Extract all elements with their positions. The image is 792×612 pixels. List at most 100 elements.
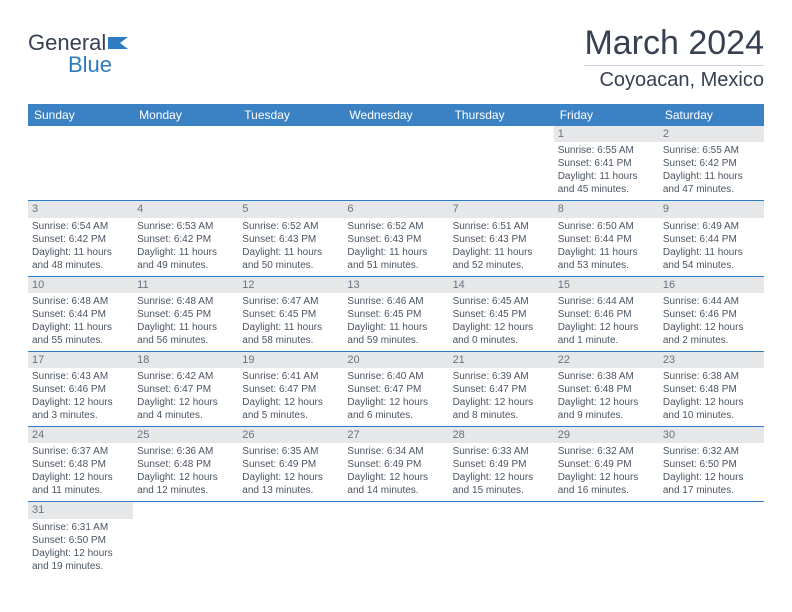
cell-info-line: and 50 minutes.: [242, 259, 339, 272]
calendar-cell: 17Sunrise: 6:43 AMSunset: 6:46 PMDayligh…: [28, 351, 133, 426]
day-number: 10: [28, 277, 133, 293]
cell-info-line: Sunset: 6:49 PM: [558, 458, 655, 471]
calendar-cell: 5Sunrise: 6:52 AMSunset: 6:43 PMDaylight…: [238, 201, 343, 276]
cell-info-line: Daylight: 11 hours: [137, 246, 234, 259]
cell-info-line: and 58 minutes.: [242, 334, 339, 347]
cell-info-line: Daylight: 11 hours: [663, 246, 760, 259]
cell-info-line: Daylight: 11 hours: [347, 246, 444, 259]
cell-info-line: Sunset: 6:41 PM: [558, 157, 655, 170]
cell-info-line: and 19 minutes.: [32, 560, 129, 573]
cell-info-line: Daylight: 12 hours: [663, 321, 760, 334]
calendar-cell: 18Sunrise: 6:42 AMSunset: 6:47 PMDayligh…: [133, 351, 238, 426]
cell-info-line: and 17 minutes.: [663, 484, 760, 497]
calendar-cell: 28Sunrise: 6:33 AMSunset: 6:49 PMDayligh…: [449, 427, 554, 502]
day-number: 19: [238, 352, 343, 368]
day-number: 28: [449, 427, 554, 443]
cell-info-line: and 54 minutes.: [663, 259, 760, 272]
calendar-cell: 3Sunrise: 6:54 AMSunset: 6:42 PMDaylight…: [28, 201, 133, 276]
calendar-cell: [238, 126, 343, 201]
location-subtitle: Coyoacan, Mexico: [584, 69, 764, 92]
cell-info-line: Sunrise: 6:38 AM: [558, 370, 655, 383]
cell-info-line: Daylight: 11 hours: [32, 321, 129, 334]
cell-info-line: Sunset: 6:42 PM: [137, 233, 234, 246]
cell-info-line: and 16 minutes.: [558, 484, 655, 497]
day-number: 2: [659, 126, 764, 142]
day-number: 12: [238, 277, 343, 293]
cell-info-line: Sunrise: 6:50 AM: [558, 220, 655, 233]
cell-info-line: Sunset: 6:45 PM: [347, 308, 444, 321]
cell-info-line: Daylight: 11 hours: [663, 170, 760, 183]
cell-info-line: Sunset: 6:42 PM: [32, 233, 129, 246]
cell-info-line: Sunset: 6:48 PM: [32, 458, 129, 471]
day-number: 11: [133, 277, 238, 293]
day-number: 30: [659, 427, 764, 443]
cell-info-line: Sunrise: 6:44 AM: [558, 295, 655, 308]
calendar-cell: 25Sunrise: 6:36 AMSunset: 6:48 PMDayligh…: [133, 427, 238, 502]
day-number: 31: [28, 502, 133, 518]
calendar-cell: 21Sunrise: 6:39 AMSunset: 6:47 PMDayligh…: [449, 351, 554, 426]
calendar-cell: 7Sunrise: 6:51 AMSunset: 6:43 PMDaylight…: [449, 201, 554, 276]
day-number: 13: [343, 277, 448, 293]
cell-info-line: and 13 minutes.: [242, 484, 339, 497]
cell-info-line: Sunset: 6:47 PM: [347, 383, 444, 396]
cell-info-line: and 51 minutes.: [347, 259, 444, 272]
cell-info-line: Sunrise: 6:36 AM: [137, 445, 234, 458]
day-number: 16: [659, 277, 764, 293]
day-number: 9: [659, 201, 764, 217]
cell-info-line: Daylight: 12 hours: [558, 396, 655, 409]
calendar-cell: [238, 502, 343, 577]
cell-info-line: Sunrise: 6:55 AM: [558, 144, 655, 157]
cell-info-line: and 45 minutes.: [558, 183, 655, 196]
day-number: 4: [133, 201, 238, 217]
cell-info-line: Sunset: 6:50 PM: [663, 458, 760, 471]
cell-info-line: and 11 minutes.: [32, 484, 129, 497]
cell-info-line: and 10 minutes.: [663, 409, 760, 422]
calendar-cell: 20Sunrise: 6:40 AMSunset: 6:47 PMDayligh…: [343, 351, 448, 426]
cell-info-line: Sunset: 6:49 PM: [453, 458, 550, 471]
cell-info-line: Daylight: 12 hours: [32, 396, 129, 409]
calendar-cell: 31Sunrise: 6:31 AMSunset: 6:50 PMDayligh…: [28, 502, 133, 577]
calendar-week: 3Sunrise: 6:54 AMSunset: 6:42 PMDaylight…: [28, 201, 764, 276]
cell-info-line: Sunset: 6:48 PM: [663, 383, 760, 396]
cell-info-line: and 4 minutes.: [137, 409, 234, 422]
calendar-cell: [133, 502, 238, 577]
cell-info-line: Daylight: 12 hours: [453, 396, 550, 409]
calendar-cell: 4Sunrise: 6:53 AMSunset: 6:42 PMDaylight…: [133, 201, 238, 276]
cell-info-line: Daylight: 12 hours: [32, 547, 129, 560]
cell-info-line: Sunset: 6:45 PM: [137, 308, 234, 321]
calendar-week: 17Sunrise: 6:43 AMSunset: 6:46 PMDayligh…: [28, 351, 764, 426]
calendar-cell: [659, 502, 764, 577]
calendar-cell: 10Sunrise: 6:48 AMSunset: 6:44 PMDayligh…: [28, 276, 133, 351]
cell-info-line: Sunrise: 6:38 AM: [663, 370, 760, 383]
cell-info-line: Sunset: 6:46 PM: [558, 308, 655, 321]
calendar-cell: 22Sunrise: 6:38 AMSunset: 6:48 PMDayligh…: [554, 351, 659, 426]
calendar-cell: 23Sunrise: 6:38 AMSunset: 6:48 PMDayligh…: [659, 351, 764, 426]
cell-info-line: Daylight: 11 hours: [558, 170, 655, 183]
day-number: 23: [659, 352, 764, 368]
title-block: March 2024 Coyoacan, Mexico: [584, 24, 764, 92]
cell-info-line: Sunset: 6:47 PM: [453, 383, 550, 396]
cell-info-line: Sunset: 6:46 PM: [663, 308, 760, 321]
cell-info-line: Sunrise: 6:44 AM: [663, 295, 760, 308]
cell-info-line: Sunset: 6:47 PM: [242, 383, 339, 396]
calendar-cell: 27Sunrise: 6:34 AMSunset: 6:49 PMDayligh…: [343, 427, 448, 502]
cell-info-line: Sunrise: 6:54 AM: [32, 220, 129, 233]
cell-info-line: Sunrise: 6:35 AM: [242, 445, 339, 458]
cell-info-line: Daylight: 12 hours: [453, 471, 550, 484]
day-number: 1: [554, 126, 659, 142]
cell-info-line: Daylight: 12 hours: [558, 471, 655, 484]
cell-info-line: Sunset: 6:43 PM: [242, 233, 339, 246]
cell-info-line: and 15 minutes.: [453, 484, 550, 497]
calendar-cell: 8Sunrise: 6:50 AMSunset: 6:44 PMDaylight…: [554, 201, 659, 276]
calendar-cell: 26Sunrise: 6:35 AMSunset: 6:49 PMDayligh…: [238, 427, 343, 502]
cell-info-line: Sunset: 6:44 PM: [32, 308, 129, 321]
cell-info-line: Sunrise: 6:40 AM: [347, 370, 444, 383]
cell-info-line: Daylight: 12 hours: [347, 471, 444, 484]
day-number: 21: [449, 352, 554, 368]
cell-info-line: Sunrise: 6:37 AM: [32, 445, 129, 458]
calendar-cell: [28, 126, 133, 201]
calendar-cell: [554, 502, 659, 577]
cell-info-line: Sunrise: 6:52 AM: [347, 220, 444, 233]
cell-info-line: Sunrise: 6:49 AM: [663, 220, 760, 233]
cell-info-line: Daylight: 12 hours: [242, 396, 339, 409]
